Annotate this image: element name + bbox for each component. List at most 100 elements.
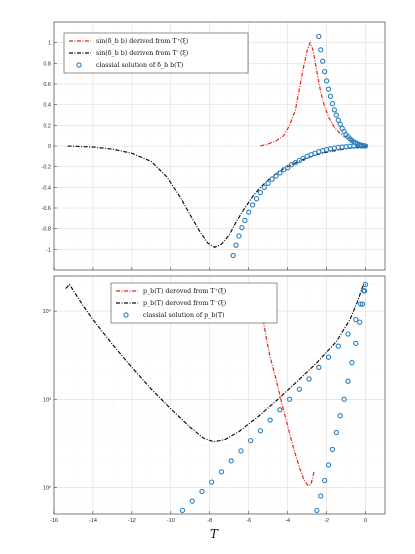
- x-tick-label: -14: [89, 518, 97, 524]
- data-point: [248, 437, 254, 444]
- data-point: [296, 386, 302, 392]
- legend-box: [63, 32, 249, 74]
- data-point: [333, 112, 339, 118]
- legend-label: p_b(T) deroved from T⁻(ξ): [143, 300, 226, 307]
- y-tick-label: 0.4: [43, 103, 51, 109]
- data-point: [321, 477, 328, 484]
- data-point: [277, 407, 283, 413]
- data-point: [318, 493, 324, 499]
- top-panel: -1 -0.8 -0.6 -0.4 -0.2 0 0.2 0.4 0.6 0.8 1 sin(δ_b…: [42, 21, 386, 271]
- data-point: [331, 107, 338, 113]
- data-point: [362, 281, 369, 288]
- bottom-legend: p_b(T) deroved from T⁺(ξ) p_b(T) deroved …: [110, 282, 278, 324]
- data-point: [239, 224, 245, 231]
- bottom-ticks: -16 -14 -12 -10 -8 -6 -4 -2 0 10² 10³ 10⁴: [43, 308, 368, 524]
- data-point: [327, 93, 334, 100]
- data-point: [358, 301, 364, 307]
- data-point: [257, 189, 264, 196]
- data-point: [257, 428, 264, 434]
- data-point: [314, 507, 320, 513]
- legend-marker: [76, 62, 82, 68]
- data-point: [353, 316, 359, 323]
- y-tick-label: 0.6: [43, 82, 51, 88]
- data-point: [265, 180, 271, 186]
- data-point: [199, 488, 205, 495]
- data-point: [236, 233, 242, 239]
- data-point: [269, 176, 275, 182]
- data-point: [316, 33, 322, 40]
- series-line-1: [67, 145, 366, 248]
- data-point: [325, 354, 332, 360]
- data-point: [230, 252, 236, 259]
- data-point: [329, 100, 336, 107]
- data-point: [362, 143, 369, 149]
- data-point: [361, 288, 368, 294]
- x-tick-label: -4: [285, 518, 290, 524]
- data-point: [337, 121, 343, 127]
- y-tick-label: -0.4: [42, 185, 51, 191]
- data-point: [329, 446, 336, 453]
- data-point: [267, 417, 273, 423]
- data-point: [292, 159, 299, 166]
- data-point: [323, 78, 330, 84]
- data-point: [228, 458, 234, 464]
- series-line-0: [260, 40, 368, 147]
- data-point: [288, 161, 295, 168]
- y-tick-label: 0.8: [43, 61, 51, 67]
- data-point: [242, 217, 248, 224]
- x-axis-title: T: [210, 527, 219, 541]
- data-point: [246, 209, 252, 215]
- y-tick-label: -0.2: [42, 165, 51, 171]
- top-ticks: -1 -0.8 -0.6 -0.4 -0.2 0 0.2 0.4 0.6 0.8 1: [42, 41, 366, 270]
- y-tick-label: 0: [48, 144, 51, 150]
- x-tick-label: -16: [50, 518, 58, 524]
- data-point: [359, 301, 366, 307]
- data-point: [253, 196, 260, 202]
- x-tick-label: -6: [246, 518, 251, 524]
- data-point: [189, 498, 195, 504]
- bottom-axes-box: [53, 275, 386, 515]
- data-point: [218, 469, 225, 475]
- data-point: [318, 47, 324, 53]
- legend-label: p_b(T) deroved from T⁺(ξ): [143, 288, 226, 295]
- data-point: [316, 364, 322, 371]
- data-point: [353, 340, 359, 347]
- data-point: [333, 429, 339, 436]
- x-tick-label: -8: [207, 518, 212, 524]
- data-point: [341, 396, 347, 402]
- y-tick-label: -0.8: [42, 227, 51, 233]
- data-point: [349, 360, 355, 366]
- data-point: [179, 507, 186, 513]
- y-tick-label: -1: [46, 247, 51, 253]
- series-markers-2: [230, 33, 369, 259]
- x-tick-label: -10: [167, 518, 175, 524]
- x-tick-label: -12: [128, 518, 136, 524]
- legend-marker: [123, 312, 129, 318]
- data-point: [345, 331, 351, 337]
- x-tick-label: 0: [364, 518, 367, 524]
- y-tick-label: 10⁴: [43, 308, 52, 315]
- data-point: [335, 117, 341, 123]
- series-line-1: [65, 283, 366, 443]
- data-point: [233, 242, 239, 248]
- data-point: [209, 479, 215, 485]
- data-point: [273, 173, 279, 179]
- bottom-panel: -16 -14 -12 -10 -8 -6 -4 -2 0 10² 10³ 10⁴ p_b(T) de…: [43, 275, 386, 541]
- data-point: [325, 86, 332, 92]
- data-point: [335, 343, 341, 349]
- data-point: [281, 167, 287, 173]
- legend-box: [110, 282, 278, 324]
- bottom-series-layer: [65, 281, 369, 513]
- data-point: [320, 58, 326, 64]
- data-point: [296, 157, 302, 164]
- data-point: [306, 376, 312, 382]
- data-point: [238, 448, 244, 454]
- data-point: [357, 319, 363, 325]
- y-tick-label: 0.2: [43, 123, 51, 129]
- data-point: [284, 165, 291, 171]
- legend-label: classial solution of δ_b b(T): [96, 62, 183, 69]
- data-point: [249, 202, 256, 208]
- top-legend: sin(δ_b b) derived from T⁺(ξ) sin(δ_b b) …: [63, 32, 249, 74]
- legend-label: sin(δ_b b) deriven from T⁻(ξ): [96, 50, 188, 57]
